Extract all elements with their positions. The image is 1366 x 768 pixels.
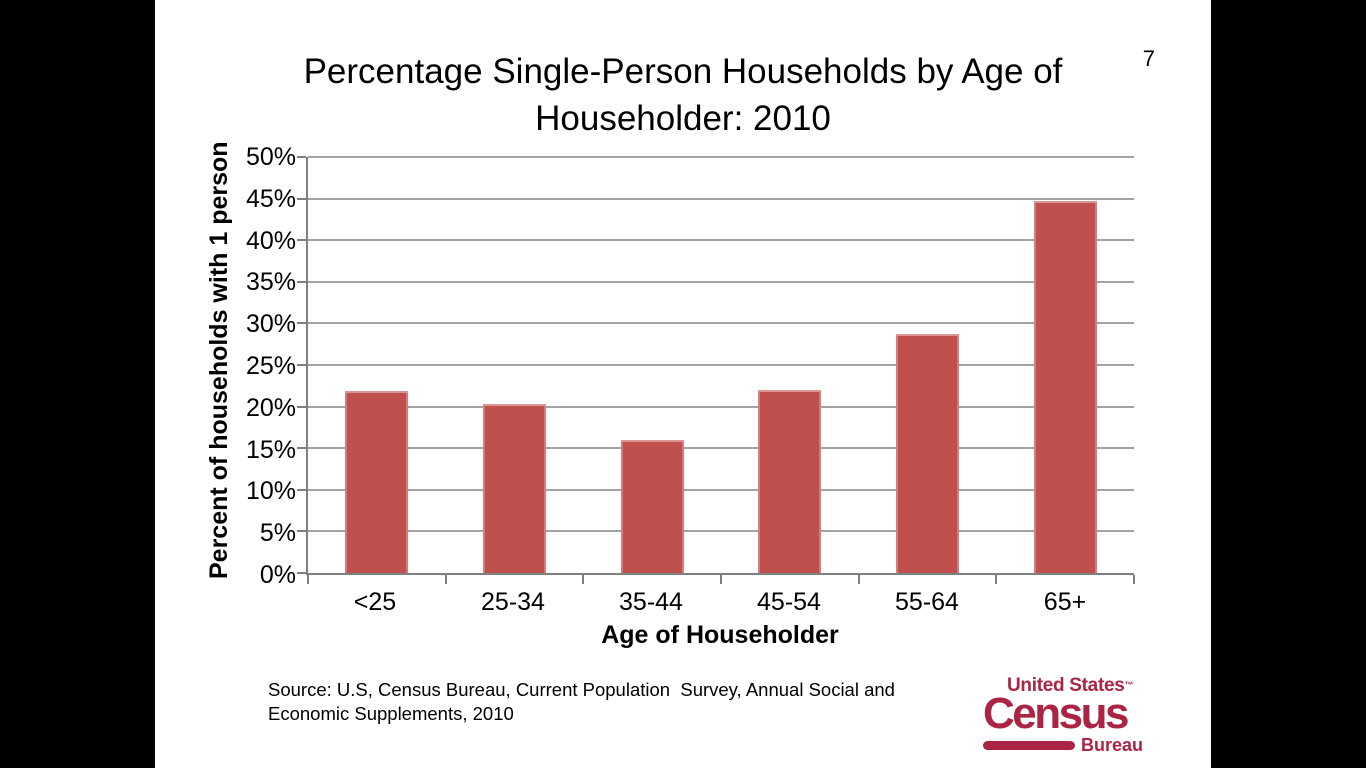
y-tick-label: 35% <box>245 268 296 297</box>
x-tick-label: 65+ <box>1043 588 1087 616</box>
y-tick-label: 5% <box>259 519 296 548</box>
x-axis-title: Age of Householder <box>601 621 839 649</box>
plot-area <box>297 156 1135 584</box>
y-axis-tick-mark <box>297 322 306 325</box>
gridline <box>308 364 1134 366</box>
y-axis-tick-mark <box>297 280 306 283</box>
y-axis-tick-mark <box>297 197 306 200</box>
x-axis-tick-mark <box>582 575 585 584</box>
x-axis-tick-mark <box>995 575 998 584</box>
y-tick-label: 40% <box>245 226 296 255</box>
bar <box>896 334 959 573</box>
gridline <box>308 488 1134 491</box>
gridline <box>308 322 1134 325</box>
y-tick-label: 25% <box>245 352 296 380</box>
x-axis-tick-mark <box>857 575 860 584</box>
census-bureau-logo: United States™ Census Bureau <box>983 676 1143 754</box>
y-tick-label: 0% <box>259 561 296 589</box>
x-axis-tick-mark <box>1133 575 1135 584</box>
gridline <box>308 405 1134 408</box>
x-axis-tick-mark <box>720 575 722 584</box>
gridline <box>308 239 1134 242</box>
y-tick-label: 10% <box>245 477 296 506</box>
x-tick-label: 35-44 <box>619 588 683 616</box>
x-tick-label: 45-54 <box>757 588 821 616</box>
bar <box>483 404 546 573</box>
x-tick-label: 55-64 <box>895 588 959 616</box>
y-tick-label: 15% <box>245 435 296 464</box>
x-axis-tick-mark <box>444 575 447 584</box>
x-axis-tick-mark <box>307 575 309 584</box>
logo-bar-shape <box>983 740 1075 750</box>
logo-united-states-text: United States <box>1007 675 1125 696</box>
y-tick-label: 50% <box>245 143 296 171</box>
bar <box>758 389 822 573</box>
page-number: 7 <box>1142 46 1155 71</box>
logo-census-wordmark: Census <box>983 689 1129 738</box>
gridline <box>308 530 1134 533</box>
logo-united-states: United States™ <box>983 676 1143 695</box>
x-axis-tick-labels: <25 25-34 35-44 45-54 55-64 65+ <box>306 588 1134 618</box>
y-axis-tick-mark <box>297 447 306 450</box>
y-axis-tick-mark <box>297 572 306 574</box>
gridline <box>308 280 1134 283</box>
x-tick-label: 25-34 <box>481 588 545 616</box>
y-axis-tick-mark <box>297 530 306 533</box>
logo-bureau-row: Bureau <box>983 736 1143 754</box>
slide: 7 Percentage Single-Person Households by… <box>155 0 1211 768</box>
y-axis-tick-mark <box>297 405 306 408</box>
logo-bureau-text: Bureau <box>1080 735 1143 755</box>
y-axis-tick-mark <box>297 156 306 158</box>
gridline <box>308 447 1134 450</box>
y-axis-tick-mark <box>297 239 306 242</box>
gridline <box>308 197 1134 200</box>
gridline <box>308 156 1134 158</box>
bar <box>620 439 684 573</box>
trademark-symbol: ™ <box>1124 680 1134 690</box>
bar <box>1033 201 1097 573</box>
y-tick-label: 45% <box>245 184 296 213</box>
y-axis-tick-mark <box>297 488 306 491</box>
source-note: Source: U.S, Census Bureau, Current Popu… <box>268 679 895 724</box>
y-tick-label: 30% <box>245 310 296 339</box>
bar <box>345 390 409 573</box>
y-axis-tick-labels: 0% 5% 10% 15% 20% 25% 30% 35% 40% 45% 50% <box>155 143 296 589</box>
slide-title: Percentage Single-Person Households by A… <box>303 52 1063 138</box>
x-tick-label: <25 <box>353 588 397 616</box>
y-axis-tick-mark <box>297 364 306 366</box>
y-tick-label: 20% <box>245 393 296 422</box>
